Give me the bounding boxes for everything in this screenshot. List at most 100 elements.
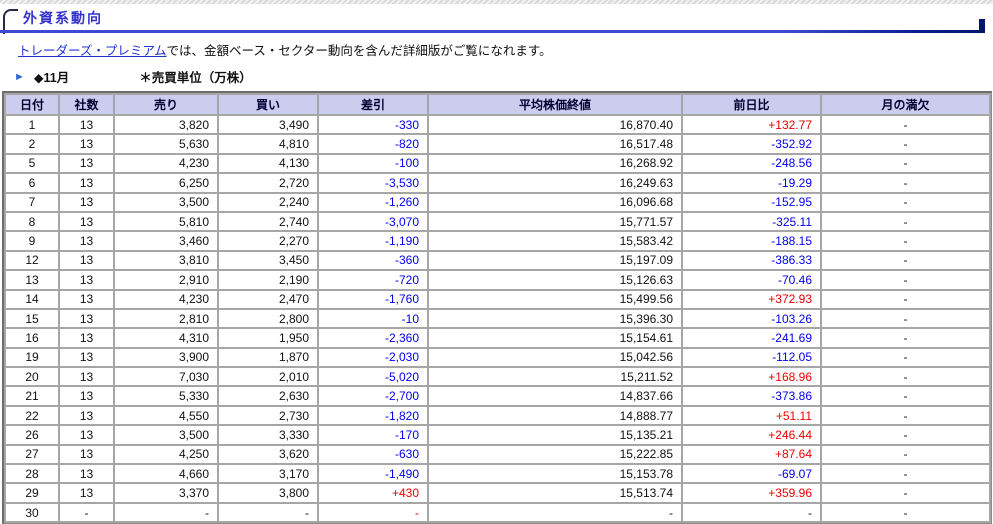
- cell-day-change: -112.05: [683, 348, 820, 367]
- cell-buy: 2,730: [219, 406, 317, 425]
- cell-companies: 13: [60, 193, 113, 211]
- cell-moon-phase: -: [822, 232, 989, 250]
- cell-day-change: -373.86: [683, 387, 820, 405]
- cell-companies: 13: [60, 445, 113, 464]
- title-underline: [0, 19, 985, 33]
- cell-net: -: [319, 503, 427, 522]
- cell-moon-phase: -: [822, 174, 989, 192]
- cell-buy: 3,170: [219, 465, 317, 483]
- table-row: 5 13 4,230 4,130 -100 16,268.92 -248.56-: [6, 154, 989, 173]
- cell-companies: 13: [60, 348, 113, 367]
- cell-day-change: -352.92: [683, 135, 820, 153]
- table-row: 13 13 2,910 2,190 -720 15,126.63 -70.46-: [6, 271, 989, 289]
- cell-moon-phase: -: [822, 193, 989, 211]
- cell-date: 9: [6, 232, 58, 250]
- traders-premium-link[interactable]: トレーダーズ・プレミアム: [18, 44, 167, 58]
- cell-sell: 3,900: [115, 348, 217, 367]
- cell-moon-phase: -: [822, 251, 989, 270]
- cell-day-change: +168.96: [683, 368, 820, 386]
- cell-day-change: +51.11: [683, 406, 820, 425]
- cell-sell: 4,230: [115, 290, 217, 308]
- cell-avg-close: 15,396.30: [429, 309, 681, 328]
- cell-sell: -: [115, 503, 217, 522]
- month-label: ◆11月: [33, 71, 70, 85]
- cell-net: -720: [319, 271, 427, 289]
- cell-buy: 3,450: [219, 251, 317, 270]
- cell-date: 2: [6, 135, 58, 153]
- cell-date: 8: [6, 212, 58, 231]
- table-row: 20 13 7,030 2,010 -5,020 15,211.52 +168.96-: [6, 368, 989, 386]
- cell-sell: 7,030: [115, 368, 217, 386]
- table-row: 19 13 3,900 1,870 -2,030 15,042.56 -112.05-: [6, 348, 989, 367]
- cell-moon-phase: -: [822, 154, 989, 173]
- cell-net: -2,700: [319, 387, 427, 405]
- cell-buy: 3,800: [219, 484, 317, 502]
- cell-net: -630: [319, 445, 427, 464]
- cell-avg-close: 15,042.56: [429, 348, 681, 367]
- cell-day-change: -152.95: [683, 193, 820, 211]
- cell-date: 22: [6, 406, 58, 425]
- cell-date: 7: [6, 193, 58, 211]
- cell-day-change: -: [683, 503, 820, 522]
- cell-day-change: -70.46: [683, 271, 820, 289]
- cell-moon-phase: -: [822, 116, 989, 134]
- cell-avg-close: 16,096.68: [429, 193, 681, 211]
- cell-day-change: +372.93: [683, 290, 820, 308]
- cell-buy: 3,490: [219, 116, 317, 134]
- table-row: 9 13 3,460 2,270 -1,190 15,583.42 -188.15-: [6, 232, 989, 250]
- cell-buy: 3,330: [219, 426, 317, 444]
- cell-net: -360: [319, 251, 427, 270]
- table-row: 7 13 3,500 2,240 -1,260 16,096.68 -152.95-: [6, 193, 989, 211]
- cell-companies: 13: [60, 232, 113, 250]
- cell-day-change: -386.33: [683, 251, 820, 270]
- cell-buy: 1,870: [219, 348, 317, 367]
- cell-companies: 13: [60, 387, 113, 405]
- cell-avg-close: 15,583.42: [429, 232, 681, 250]
- cell-net: -2,360: [319, 329, 427, 347]
- cell-net: -2,030: [319, 348, 427, 367]
- cell-net: -10: [319, 309, 427, 328]
- column-header-companies: 社数: [60, 95, 113, 114]
- cell-date: 6: [6, 174, 58, 192]
- cell-date: 28: [6, 465, 58, 483]
- cell-sell: 5,810: [115, 212, 217, 231]
- cell-day-change: -188.15: [683, 232, 820, 250]
- cell-buy: 2,630: [219, 387, 317, 405]
- intro-line: トレーダーズ・プレミアムでは、金額ベース・セクター動向を含んだ詳細版がご覧になれ…: [18, 40, 993, 59]
- cell-sell: 4,310: [115, 329, 217, 347]
- cell-sell: 3,810: [115, 251, 217, 270]
- cell-sell: 2,810: [115, 309, 217, 328]
- cell-day-change: -248.56: [683, 154, 820, 173]
- cell-net: -3,070: [319, 212, 427, 231]
- foreign-investor-table: 日付 社数 売り 買い 差引 平均株価終値 前日比 月の満欠 1 13 3,820 3,490 -33…: [2, 91, 992, 524]
- cell-moon-phase: -: [822, 445, 989, 464]
- cell-avg-close: 14,888.77: [429, 406, 681, 425]
- cell-buy: 2,190: [219, 271, 317, 289]
- cell-companies: 13: [60, 135, 113, 153]
- page-top-divider: [0, 0, 993, 4]
- table-row: 28 13 4,660 3,170 -1,490 15,153.78 -69.07-: [6, 465, 989, 483]
- table-row: 1 13 3,820 3,490 -330 16,870.40 +132.77-: [6, 116, 989, 134]
- cell-moon-phase: -: [822, 329, 989, 347]
- cell-sell: 6,250: [115, 174, 217, 192]
- cell-date: 1: [6, 116, 58, 134]
- cell-avg-close: 15,499.56: [429, 290, 681, 308]
- cell-day-change: -69.07: [683, 465, 820, 483]
- cell-companies: 13: [60, 116, 113, 134]
- table-row: 16 13 4,310 1,950 -2,360 15,154.61 -241.69-: [6, 329, 989, 347]
- column-header-buy: 買い: [219, 95, 317, 114]
- table-row: 8 13 5,810 2,740 -3,070 15,771.57 -325.11-: [6, 212, 989, 231]
- cell-date: 13: [6, 271, 58, 289]
- cell-date: 26: [6, 426, 58, 444]
- cell-buy: -: [219, 503, 317, 522]
- table-row: 12 13 3,810 3,450 -360 15,197.09 -386.33-: [6, 251, 989, 270]
- title-bracket-decoration: [3, 9, 18, 34]
- cell-moon-phase: -: [822, 426, 989, 444]
- cell-sell: 4,250: [115, 445, 217, 464]
- cell-sell: 4,550: [115, 406, 217, 425]
- cell-sell: 4,660: [115, 465, 217, 483]
- cell-buy: 4,130: [219, 154, 317, 173]
- cell-avg-close: -: [429, 503, 681, 522]
- cell-net: -5,020: [319, 368, 427, 386]
- cell-buy: 4,810: [219, 135, 317, 153]
